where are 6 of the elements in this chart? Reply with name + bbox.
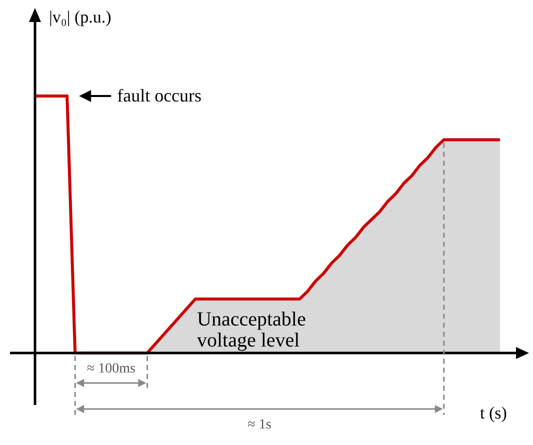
annotation: Unacceptable voltage level	[197, 308, 306, 352]
text: ≈ 1s	[248, 418, 272, 433]
x-axis-title: t (s)	[480, 403, 507, 422]
annotation: fault occurs	[117, 86, 202, 106]
y-axis-title: |v₀| (p.u.)	[49, 7, 112, 26]
text: ≈ 100ms	[86, 362, 136, 377]
